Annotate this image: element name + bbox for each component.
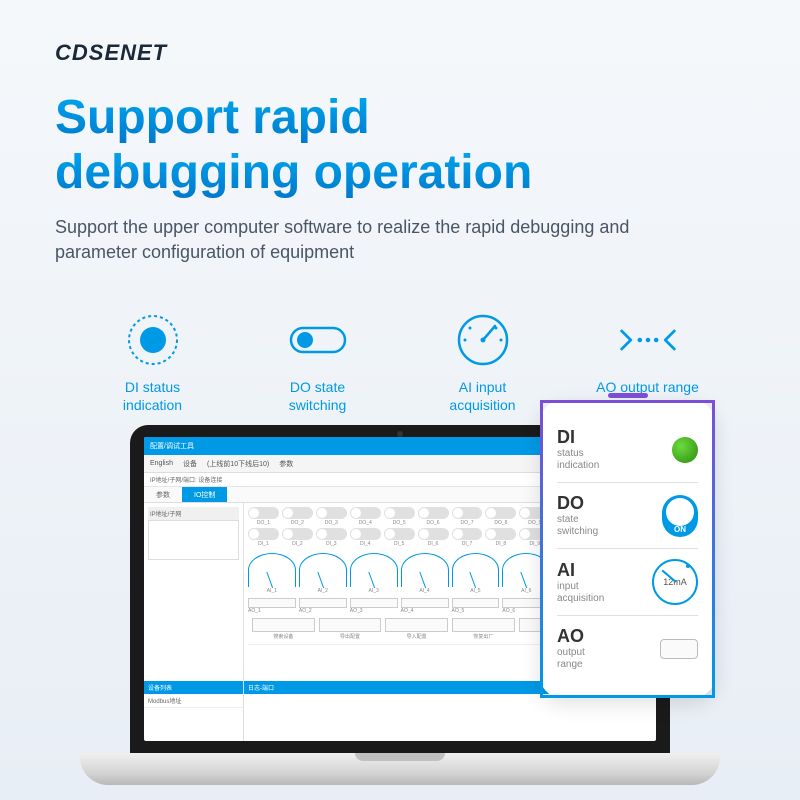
toolbar-item[interactable]: 设备 xyxy=(183,459,197,469)
callout-sub: outputrange xyxy=(557,647,585,671)
app-title: 配置/调试工具 xyxy=(150,441,194,451)
toolbar-item[interactable]: English xyxy=(150,460,173,467)
toolbar-item: (上线前10下线后10) xyxy=(207,459,269,469)
di-indicator-item: DI_5 xyxy=(384,528,415,547)
do-switch-item[interactable]: DO_7 xyxy=(452,507,483,526)
action-button[interactable]: 恢复出厂 xyxy=(452,618,515,640)
callout-do: DO stateswitching ON xyxy=(557,483,698,549)
modbus-label: Modbus地址 xyxy=(144,694,243,708)
ao-input-item[interactable]: AO_4 xyxy=(401,598,449,614)
ao-input-item[interactable]: AO_3 xyxy=(350,598,398,614)
callout-ao: AO outputrange xyxy=(557,616,698,681)
device-list-header: 设备列表 xyxy=(144,681,243,694)
feature-ao: AO output range xyxy=(593,310,703,414)
tab-params[interactable]: 参数 xyxy=(144,487,182,502)
do-switch-item[interactable]: DO_3 xyxy=(316,507,347,526)
callout-sub: stateswitching xyxy=(557,514,598,538)
sidebar-header: IP地址/子网 xyxy=(148,507,239,520)
ai-gauge: 12mA xyxy=(652,559,698,605)
callout-sub: inputacquisition xyxy=(557,581,604,605)
callout-sub: statusindication xyxy=(557,448,599,472)
di-indicator-item: DI_7 xyxy=(452,528,483,547)
do-switch-item[interactable]: DO_4 xyxy=(350,507,381,526)
action-button[interactable]: 导出配置 xyxy=(319,618,382,640)
ao-input-item[interactable]: AO_5 xyxy=(452,598,500,614)
device-list-box[interactable] xyxy=(148,520,239,560)
ai-gauge-item: AI_4 xyxy=(401,553,449,594)
do-switch-item[interactable]: DO_1 xyxy=(248,507,279,526)
feature-do: DO state switching xyxy=(263,310,373,414)
do-switch-item[interactable]: DO_2 xyxy=(282,507,313,526)
feature-label: DI status indication xyxy=(98,378,208,414)
callout-panel: DI statusindication DO stateswitching ON… xyxy=(540,400,715,698)
callout-title: DO xyxy=(557,493,598,514)
ai-gauge-icon xyxy=(453,310,513,370)
headline: Support rapid debugging operation xyxy=(55,90,532,200)
feature-di: DI status indication xyxy=(98,310,208,414)
di-indicator-item: DI_3 xyxy=(316,528,347,547)
di-indicator-item: DI_2 xyxy=(282,528,313,547)
di-indicator-icon xyxy=(123,310,183,370)
di-indicator-item: DI_8 xyxy=(485,528,516,547)
subtext: Support the upper computer software to r… xyxy=(55,215,695,265)
do-switch-item[interactable]: DO_8 xyxy=(485,507,516,526)
ai-gauge-item: AI_3 xyxy=(350,553,398,594)
di-indicator-item: DI_1 xyxy=(248,528,279,547)
action-button[interactable]: 导入配置 xyxy=(385,618,448,640)
callout-title: AI xyxy=(557,560,604,581)
ai-gauge-item: AI_5 xyxy=(452,553,500,594)
ai-gauge-item: AI_1 xyxy=(248,553,296,594)
feature-label: AI input acquisition xyxy=(428,378,538,414)
ao-input-item[interactable]: AO_1 xyxy=(248,598,296,614)
do-toggle[interactable]: ON xyxy=(662,495,698,537)
ai-gauge-item: AI_2 xyxy=(299,553,347,594)
headline-line2: debugging operation xyxy=(55,145,532,200)
feature-row: DI status indication DO state switching … xyxy=(0,310,800,414)
callout-di: DI statusindication xyxy=(557,417,698,483)
di-status-dot xyxy=(672,437,698,463)
toolbar-item[interactable]: 参数 xyxy=(279,459,293,469)
action-button[interactable]: 搜索设备 xyxy=(252,618,315,640)
do-switch-item[interactable]: DO_5 xyxy=(384,507,415,526)
di-indicator-item: DI_4 xyxy=(350,528,381,547)
do-switch-item[interactable]: DO_6 xyxy=(418,507,449,526)
ao-input-item[interactable]: AO_2 xyxy=(299,598,347,614)
callout-title: AO xyxy=(557,626,585,647)
di-indicator-item: DI_6 xyxy=(418,528,449,547)
brand-logo: CDSENET xyxy=(55,40,167,66)
callout-title: DI xyxy=(557,427,599,448)
feature-ai: AI input acquisition xyxy=(428,310,538,414)
ao-input-box[interactable] xyxy=(660,639,698,659)
tab-io-control[interactable]: IO控制 xyxy=(182,487,227,502)
laptop-base xyxy=(80,753,720,785)
do-switch-icon xyxy=(288,310,348,370)
callout-ai: AI inputacquisition 12mA xyxy=(557,549,698,616)
ao-range-icon xyxy=(618,310,678,370)
bottom-left: 设备列表 Modbus地址 xyxy=(144,681,244,741)
feature-label: DO state switching xyxy=(263,378,373,414)
headline-line1: Support rapid xyxy=(55,90,532,145)
